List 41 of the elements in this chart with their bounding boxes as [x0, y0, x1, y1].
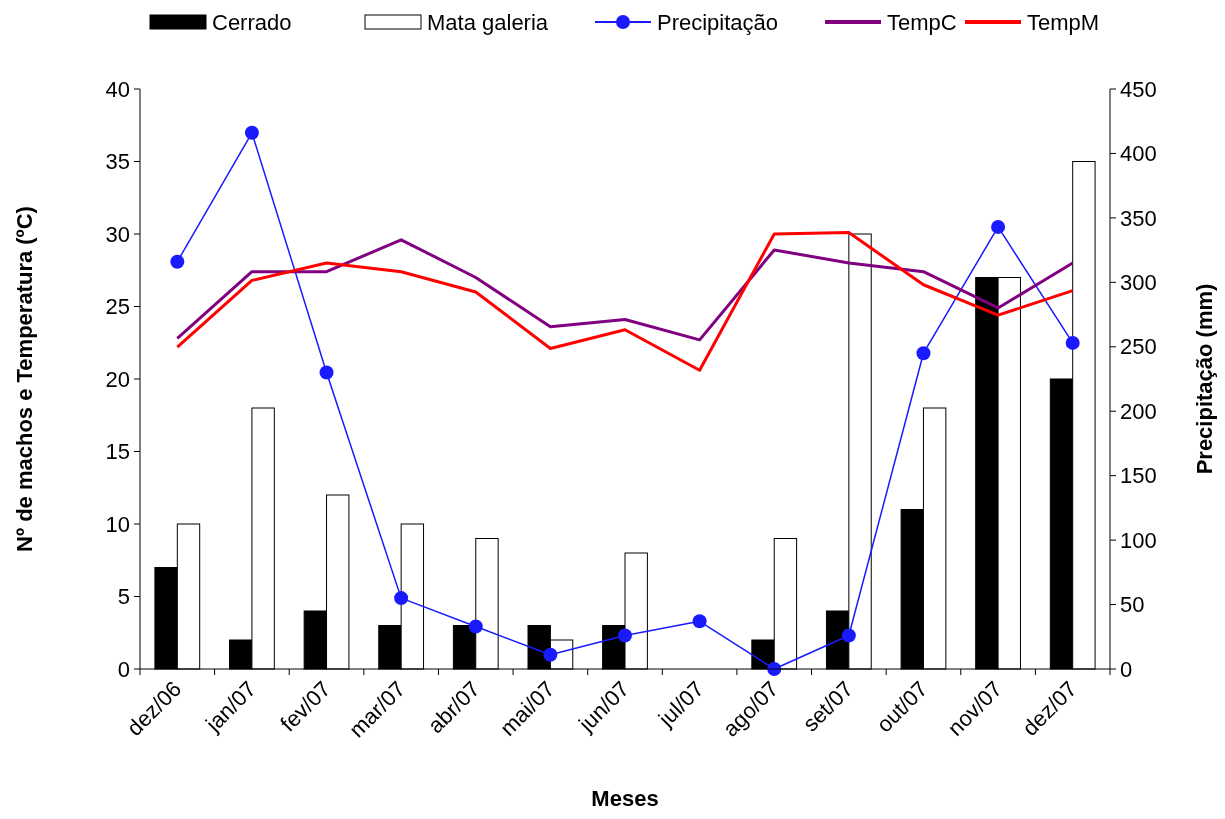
- point: [916, 346, 931, 361]
- point: [991, 219, 1006, 234]
- y2-axis-title: Precipitação (mm): [1192, 283, 1217, 475]
- y2-tick-label: 150: [1120, 463, 1157, 489]
- y-tick-label: 40: [105, 76, 130, 102]
- y-axis-title: Nº de machos e Temperatura (ºC): [12, 206, 37, 552]
- y2-tick-label: 450: [1120, 76, 1157, 102]
- y2-tick-label: 350: [1120, 205, 1157, 231]
- point: [394, 591, 409, 606]
- y2-tick-label: 50: [1120, 592, 1145, 618]
- y2-tick-label: 300: [1120, 270, 1157, 296]
- point: [319, 365, 334, 380]
- point: [170, 254, 185, 269]
- point: [841, 628, 856, 643]
- point: [618, 628, 632, 643]
- legend-label: Cerrado: [212, 9, 292, 35]
- y-tick-label: 10: [105, 511, 130, 537]
- y-tick-label: 35: [105, 149, 130, 175]
- legend-label: TempC: [887, 9, 957, 35]
- y2-tick-label: 400: [1120, 141, 1157, 167]
- x-axis-title: Meses: [591, 786, 659, 811]
- y2-tick-label: 100: [1120, 527, 1157, 553]
- y-tick-label: 0: [117, 656, 130, 682]
- legend-label: Mata galeria: [427, 9, 549, 35]
- y2-tick-label: 200: [1120, 398, 1157, 424]
- point: [543, 647, 558, 662]
- y-tick-label: 25: [105, 294, 130, 320]
- y2-tick-label: 250: [1120, 334, 1157, 360]
- line-series: [175, 231, 1075, 372]
- y2-tick-label: 0: [1120, 656, 1133, 682]
- y-tick-label: 30: [105, 221, 130, 247]
- point: [468, 619, 483, 634]
- point: [1065, 335, 1080, 350]
- y-tick-label: 5: [117, 584, 130, 610]
- legend-label: Precipitação: [657, 9, 779, 35]
- point: [692, 614, 707, 629]
- y-tick-label: 15: [105, 439, 130, 465]
- point: [244, 125, 259, 140]
- legend-label: TempM: [1027, 9, 1100, 35]
- y-tick-label: 20: [105, 366, 130, 392]
- line-series: [175, 238, 1075, 342]
